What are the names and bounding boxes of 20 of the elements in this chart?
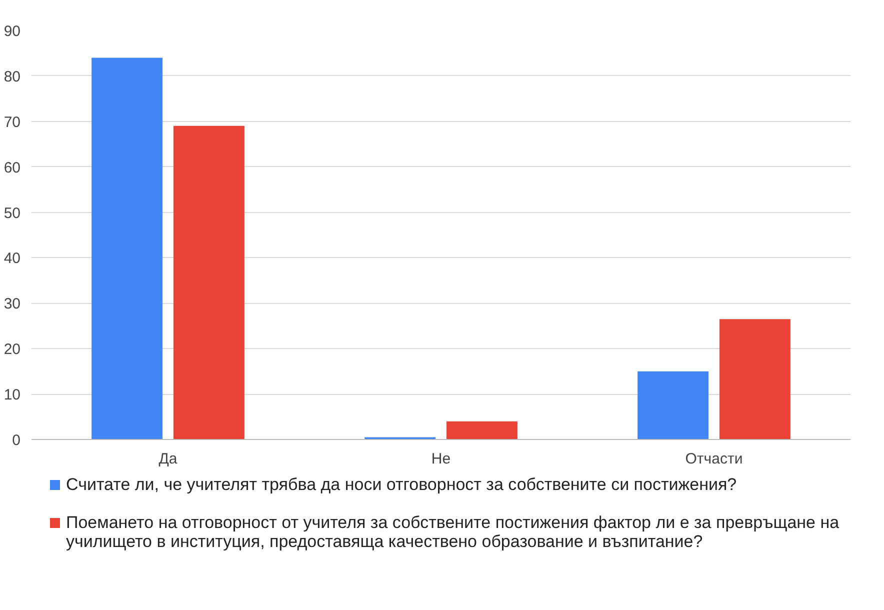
x-tick-label: Да xyxy=(158,450,178,468)
y-tick-label: 0 xyxy=(12,432,20,449)
y-tick-label: 10 xyxy=(4,386,21,404)
legend-label: Считате ли, че учителят трябва да носи отговорност за собствените си постижения? xyxy=(66,475,737,495)
y-tick-label: 50 xyxy=(4,204,21,222)
x-tick-label: Не xyxy=(431,450,451,468)
y-tick-label: 80 xyxy=(4,68,21,86)
bar xyxy=(638,371,709,440)
bar xyxy=(92,58,163,440)
bar xyxy=(173,126,244,440)
y-tick-label: 20 xyxy=(4,341,21,358)
bar xyxy=(446,421,518,440)
y-tick-label: 40 xyxy=(4,250,21,268)
legend-label: Поемането на отговорност от учителя за собствените постижения фактор ли е за превръщане на училището в институция, предоставяща качествено образование и възпитание? xyxy=(66,512,840,552)
y-tick-label: 70 xyxy=(4,114,21,131)
y-tick-label: 60 xyxy=(4,159,21,176)
y-tick-label: 90 xyxy=(4,23,21,40)
bar xyxy=(719,319,790,440)
y-tick-label: 30 xyxy=(4,296,21,313)
x-tick-label: Отчасти xyxy=(685,450,743,468)
